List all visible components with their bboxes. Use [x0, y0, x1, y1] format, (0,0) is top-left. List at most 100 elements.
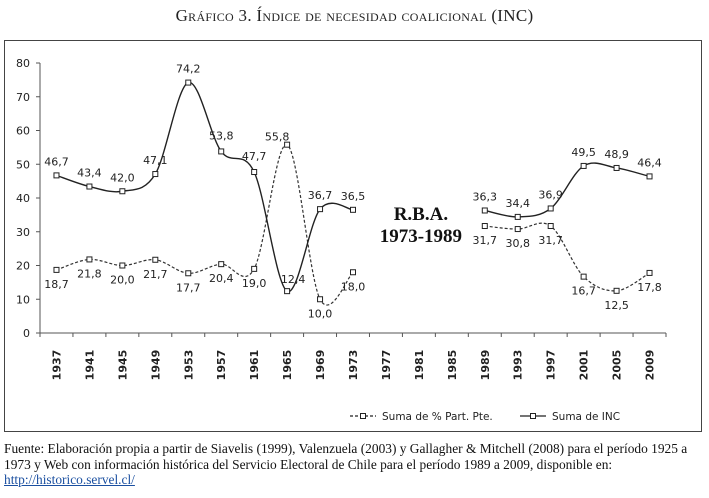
data-label-part-pte: 31,7 — [538, 234, 563, 247]
annotation-rba: R.B.A. — [394, 204, 448, 225]
data-label-inc: 46,7 — [44, 155, 69, 168]
legend-marker-inc — [530, 413, 536, 419]
data-label-inc: 47,7 — [242, 150, 267, 163]
data-point-part-pte — [86, 256, 93, 263]
x-tick-label: 2005 — [611, 350, 624, 381]
data-label-part-pte: 31,7 — [473, 234, 498, 247]
source-note: Fuente: Elaboración propia a partir de S… — [4, 441, 704, 488]
x-tick-label: 1989 — [479, 350, 492, 381]
data-label-part-pte: 30,8 — [505, 237, 530, 250]
data-label-inc: 48,9 — [604, 148, 629, 161]
data-point-part-pte — [350, 269, 356, 276]
x-tick-label: 1957 — [215, 350, 228, 381]
x-tick-label: 1965 — [281, 350, 294, 381]
data-point-inc — [350, 206, 356, 213]
x-tick-label: 1953 — [182, 350, 195, 381]
data-label-inc: 47,1 — [143, 154, 168, 167]
data-point-inc — [580, 162, 587, 169]
data-point-inc — [284, 288, 291, 295]
data-label-inc: 12,4 — [281, 273, 306, 286]
data-label-inc: 36,3 — [473, 190, 498, 203]
data-label-part-pte: 20,0 — [110, 274, 135, 287]
data-label-inc: 74,2 — [176, 63, 201, 76]
y-tick-label: 60 — [16, 125, 30, 138]
x-tick-label: 2009 — [644, 350, 657, 381]
data-point-inc — [251, 169, 258, 176]
data-label-inc: 43,4 — [77, 167, 102, 180]
x-tick-label: 1961 — [248, 350, 261, 381]
data-point-inc — [218, 148, 225, 155]
series-line-part-pte — [484, 222, 650, 292]
data-point-part-pte — [119, 262, 126, 269]
x-tick-label: 1969 — [314, 350, 327, 381]
y-tick-label: 40 — [16, 192, 30, 205]
data-label-inc: 53,8 — [209, 129, 234, 142]
data-label-part-pte: 21,8 — [77, 267, 102, 280]
data-point-part-pte — [284, 141, 291, 148]
y-tick-label: 20 — [16, 260, 30, 273]
source-link[interactable]: http://historico.servel.cl/ — [4, 472, 135, 487]
data-label-part-pte: 20,4 — [209, 272, 234, 285]
data-point-part-pte — [218, 261, 225, 268]
data-point-inc — [152, 171, 159, 178]
data-label-inc: 36,9 — [538, 188, 563, 201]
data-point-inc — [646, 173, 653, 180]
data-point-part-pte — [613, 287, 620, 294]
data-label-part-pte: 19,0 — [242, 277, 267, 290]
data-point-part-pte — [514, 226, 521, 233]
y-tick-label: 80 — [16, 57, 30, 70]
data-label-inc: 36,5 — [341, 190, 366, 203]
data-point-inc — [547, 205, 554, 212]
data-point-part-pte — [53, 266, 60, 273]
x-tick-label: 1981 — [413, 350, 426, 381]
data-label-part-pte: 55,8 — [265, 131, 290, 144]
data-point-part-pte — [547, 223, 554, 230]
data-point-inc — [185, 79, 192, 86]
data-point-part-pte — [251, 265, 258, 272]
data-label-part-pte: 18,7 — [44, 278, 69, 291]
annotation-period: 1973-1989 — [380, 226, 462, 247]
y-tick-label: 70 — [16, 91, 30, 104]
chart-frame — [4, 40, 702, 432]
x-tick-label: 1973 — [347, 350, 360, 381]
data-label-part-pte: 18,0 — [341, 280, 366, 293]
x-tick-label: 2001 — [578, 350, 591, 381]
data-label-part-pte: 16,7 — [571, 285, 596, 298]
legend-label-part-pte: Suma de % Part. Pte. — [382, 411, 493, 423]
data-label-part-pte: 10,0 — [308, 307, 333, 320]
x-tick-label: 1985 — [446, 350, 459, 381]
y-tick-label: 50 — [16, 158, 30, 171]
data-point-part-pte — [580, 273, 587, 280]
data-point-inc — [53, 172, 60, 179]
x-tick-label: 1977 — [380, 350, 393, 381]
data-point-inc — [514, 213, 521, 220]
data-point-part-pte — [481, 223, 488, 230]
legend-marker-part-pte — [360, 413, 366, 419]
y-tick-label: 30 — [16, 226, 30, 239]
x-tick-label: 1941 — [83, 350, 96, 381]
x-tick-label: 1945 — [116, 350, 129, 381]
data-point-inc — [481, 207, 488, 214]
legend-label-inc: Suma de INC — [552, 411, 620, 423]
chart-title: Gráfico 3. Índice de necesidad coalicion… — [175, 6, 534, 25]
data-label-inc: 46,4 — [637, 156, 662, 169]
source-text: Fuente: Elaboración propia a partir de S… — [4, 441, 688, 472]
data-label-part-pte: 17,7 — [176, 281, 201, 294]
data-label-inc: 36,7 — [308, 189, 333, 202]
data-point-part-pte — [152, 256, 159, 263]
data-point-inc — [317, 206, 324, 213]
y-tick-label: 10 — [16, 293, 30, 306]
data-point-part-pte — [185, 270, 192, 277]
data-label-part-pte: 21,7 — [143, 268, 168, 281]
x-tick-label: 1949 — [149, 350, 162, 381]
data-point-inc — [613, 164, 620, 171]
x-tick-label: 1997 — [545, 350, 558, 381]
data-label-inc: 49,5 — [571, 146, 596, 159]
data-label-part-pte: 12,5 — [604, 299, 629, 312]
x-tick-label: 1937 — [50, 350, 63, 381]
data-point-inc — [119, 188, 126, 195]
data-point-part-pte — [646, 269, 653, 276]
y-tick-label: 0 — [23, 327, 30, 340]
x-tick-label: 1993 — [512, 350, 525, 381]
